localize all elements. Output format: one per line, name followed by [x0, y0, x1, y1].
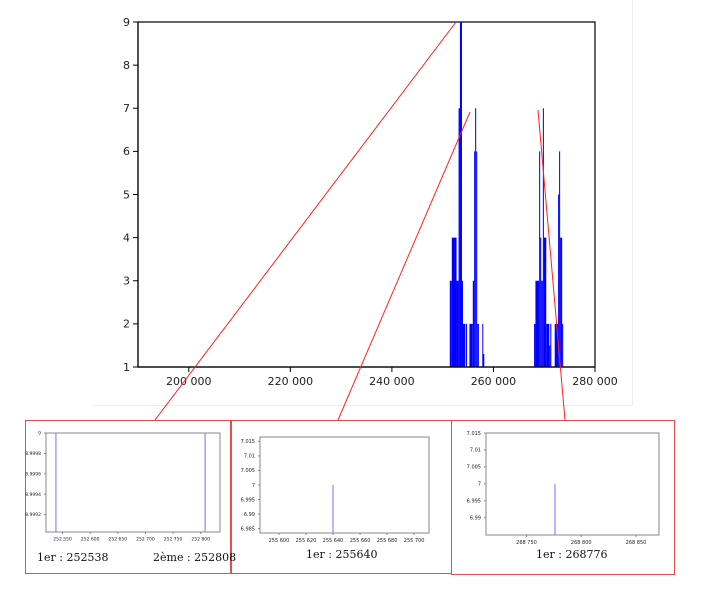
histogram-bar: [461, 280, 463, 367]
x-tick-label: 260 000: [471, 375, 517, 388]
histogram-bar: [449, 280, 452, 367]
zoom-connector-line-2: [337, 111, 471, 421]
histogram-bar: [539, 151, 541, 367]
y-tick-label: 9: [38, 431, 41, 437]
y-tick-label: 7: [478, 482, 481, 488]
histogram-bar: [543, 237, 547, 367]
histogram-bar: [472, 280, 475, 367]
chart-3: 255 600 255 620 255 640 255 660 255 680 255 7…: [241, 436, 430, 544]
histogram-bar: [459, 22, 462, 367]
x-tick-label: 268 800: [571, 540, 592, 546]
histogram-bar: [534, 323, 536, 367]
histogram-bar: [466, 323, 468, 367]
y-tick-label: 7.01: [470, 448, 481, 454]
y-tick-label: 7: [123, 102, 130, 115]
histogram-bar: [458, 108, 460, 367]
y-tick-label: 8.9992: [25, 512, 41, 518]
y-tick-label: 9: [123, 16, 130, 29]
zoom-connector-line-3: [537, 109, 566, 421]
chart-1: 200 000 220 000 240 000 260 000 280 000 1 2 3 4 5…: [123, 16, 618, 388]
x-tick-label: 240 000: [369, 375, 415, 388]
histogram-bar: [540, 237, 542, 367]
inset-box-3: [451, 420, 675, 575]
x-tick-label: 268 850: [626, 540, 647, 546]
y-tick-label: 8.9998: [25, 451, 41, 457]
x-tick-label: 200 000: [166, 375, 212, 388]
histogram-bar: [482, 354, 485, 367]
histogram-bar: [474, 151, 476, 367]
y-tick-label: 6.99: [244, 512, 255, 518]
histogram-bar: [462, 323, 466, 367]
histogram-bar: [541, 280, 543, 367]
x-tick-label: 252 600: [81, 537, 100, 543]
inset-3-first-label: 1er : 268776: [536, 548, 608, 561]
histogram-bar: [562, 323, 564, 367]
x-tick-label: 252 700: [136, 537, 155, 543]
y-tick-label: 7.005: [241, 468, 255, 474]
x-tick-label: 255 660: [350, 538, 371, 544]
chart-2: 252 550 252 600 252 650 252 700 252 750 252 8…: [25, 431, 221, 543]
histogram-bar: [554, 323, 559, 367]
plot-frame: [259, 436, 430, 534]
histogram-bar: [451, 237, 457, 367]
y-tick-label: 3: [123, 275, 130, 288]
y-tick-label: 8.9996: [25, 471, 41, 477]
histogram-bar: [560, 237, 563, 367]
histogram-bar: [456, 280, 459, 367]
x-tick-label: 280 000: [572, 375, 618, 388]
x-tick-label: 255 700: [404, 538, 425, 544]
y-tick-label: 6.995: [467, 499, 481, 505]
y-tick-label: 2: [123, 318, 130, 331]
histogram-bar: [550, 323, 552, 367]
inset-2-first-label: 1er : 255640: [306, 548, 378, 561]
x-tick-label: 252 750: [164, 537, 183, 543]
histogram-bar: [482, 323, 484, 367]
x-tick-label: 268 750: [516, 540, 537, 546]
inset-1-second-label: 2ème : 252808: [153, 551, 237, 564]
x-tick-label: 255 600: [269, 538, 290, 544]
y-tick-label: 6.995: [241, 497, 255, 503]
x-tick-label: 252 550: [53, 537, 72, 543]
y-tick-label: 8.9994: [25, 492, 41, 498]
histogram-bar: [549, 345, 551, 367]
inset-1-first-label: 1er : 252538: [37, 551, 109, 564]
histogram-bar: [477, 323, 479, 367]
y-tick-label: 7.015: [241, 439, 255, 445]
y-tick-label: 7.015: [467, 431, 481, 437]
x-tick-label: 220 000: [268, 375, 314, 388]
histogram-bar: [476, 151, 478, 367]
chart-4: 268 750 268 800 268 850 7.015 7.01 7.005 7 6.99…: [467, 431, 660, 546]
plot-frame: [485, 432, 660, 536]
y-tick-label: 8: [123, 59, 130, 72]
histogram-bar: [469, 323, 473, 367]
histogram-bar: [559, 151, 561, 367]
x-tick-label: 252 800: [191, 537, 210, 543]
y-tick-label: 7.005: [467, 465, 481, 471]
x-tick-label: 255 640: [323, 538, 344, 544]
y-tick-label: 6.99: [470, 515, 481, 521]
y-tick-label: 4: [123, 231, 130, 244]
plot-frame: [45, 432, 221, 533]
histogram-bar: [558, 194, 560, 367]
plot-frame: [137, 21, 596, 368]
x-tick-label: 255 620: [296, 538, 317, 544]
histogram-bar: [546, 323, 550, 367]
zoom-connector-line-1: [154, 21, 457, 421]
x-tick-label: 252 650: [109, 537, 128, 543]
inset-box-1: [25, 420, 232, 574]
histogram-bar: [542, 108, 544, 367]
y-tick-label: 7: [252, 483, 255, 489]
y-tick-label: 6.985: [241, 526, 255, 532]
y-tick-label: 6: [123, 145, 130, 158]
y-tick-label: 1: [123, 361, 130, 374]
y-tick-label: 5: [123, 188, 130, 201]
y-tick-label: 7.01: [244, 454, 255, 460]
histogram-bar: [475, 108, 477, 367]
histogram-bar: [535, 280, 540, 367]
x-tick-label: 255 680: [377, 538, 398, 544]
